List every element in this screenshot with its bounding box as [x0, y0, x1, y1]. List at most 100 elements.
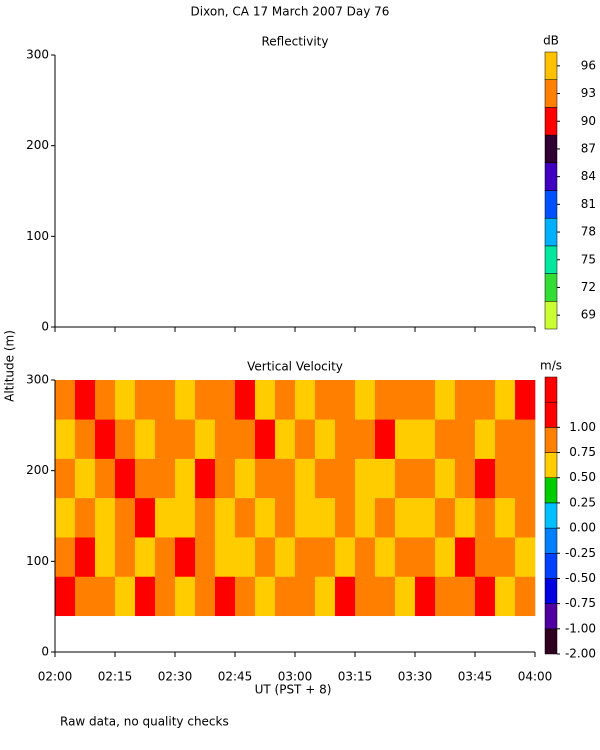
heatmap-cell [75, 537, 96, 577]
heatmap-cell [135, 458, 156, 499]
heatmap-cell [195, 419, 216, 459]
heatmap-cell [175, 458, 196, 499]
heatmap-cell [295, 419, 316, 459]
heatmap-cell [135, 380, 156, 420]
heatmap-cell [55, 537, 76, 577]
heatmap-cell [55, 380, 76, 420]
heatmap-cell [195, 458, 216, 499]
heatmap-cell [435, 380, 456, 420]
heatmap-cell [395, 458, 416, 499]
heatmap-cell [75, 419, 96, 459]
heatmap-cell [315, 458, 336, 499]
heatmap-cell [475, 576, 496, 617]
x-tick-label: 03:30 [398, 670, 433, 684]
colorbar-box [544, 162, 558, 191]
colorbar-box [544, 376, 558, 403]
heatmap-cell [95, 419, 116, 459]
heatmap-cell [255, 537, 276, 577]
heatmap-cell [115, 537, 136, 577]
heatmap-cell [215, 380, 236, 420]
colorbar-label: 96 [581, 58, 596, 72]
y-tick-label: 0 [41, 320, 49, 334]
colorbar-label: 1.00 [569, 420, 596, 434]
colorbar-label: -0.25 [565, 546, 596, 560]
heatmap-cell [435, 576, 456, 617]
heatmap-cell [255, 458, 276, 499]
heatmap-cell [175, 537, 196, 577]
colorbar-box [544, 134, 558, 164]
heatmap-cell [435, 497, 456, 538]
heatmap-cell [175, 419, 196, 459]
heatmap-cell [315, 576, 336, 617]
colorbar-box [544, 190, 558, 219]
y-tick-label: 100 [26, 229, 49, 243]
x-tick-label: 03:00 [278, 670, 313, 684]
colorbar-label: -0.50 [565, 571, 596, 585]
colorbar-label: 0.25 [569, 495, 596, 509]
x-axis-label: UT (PST + 8) [255, 683, 332, 697]
heatmap-cell [515, 380, 536, 420]
heatmap-cell [395, 537, 416, 577]
colorbar-label: 84 [581, 169, 596, 183]
colorbar-label: 0.50 [569, 470, 596, 484]
colorbar-box [544, 301, 558, 330]
heatmap-cell [195, 537, 216, 577]
heatmap-cell [395, 380, 416, 420]
heatmap-cell [255, 419, 276, 459]
heatmap-cell [115, 419, 136, 459]
heatmap-cell [275, 537, 296, 577]
x-tick-label: 02:00 [38, 670, 73, 684]
heatmap-cell [395, 576, 416, 617]
heatmap-cell [155, 419, 176, 459]
x-tick-label: 02:45 [218, 670, 253, 684]
colorbar-box [544, 217, 558, 247]
colorbar-box [544, 578, 558, 604]
heatmap-cell [475, 380, 496, 420]
heatmap-cell [55, 458, 76, 499]
colorbar-label: 87 [581, 141, 596, 155]
heatmap-cell [215, 576, 236, 617]
heatmap-cell [515, 458, 536, 499]
heatmap-cell [115, 497, 136, 538]
heatmap-cell [215, 458, 236, 499]
heatmap-cell [135, 537, 156, 577]
heatmap-cell [175, 380, 196, 420]
heatmap-cell [55, 576, 76, 617]
heatmap-cell [515, 497, 536, 538]
heatmap-cell [255, 497, 276, 538]
heatmap-cell [295, 497, 316, 538]
heatmap-cell [455, 497, 476, 538]
heatmap-cell [475, 458, 496, 499]
heatmap-cell [375, 497, 396, 538]
colorbar-box [544, 245, 558, 274]
heatmap-cell [315, 537, 336, 577]
y-tick-label: 200 [26, 138, 49, 152]
y-tick-label: 100 [26, 554, 49, 568]
heatmap-cell [295, 458, 316, 499]
heatmap-cell [215, 537, 236, 577]
heatmap-cell [415, 497, 436, 538]
colorbar-label: 0.75 [569, 445, 596, 459]
heatmap-cell [415, 419, 436, 459]
heatmap-cell [195, 380, 216, 420]
heatmap-cell [375, 458, 396, 499]
heatmap-cell [495, 497, 516, 538]
heatmap-cell [335, 576, 356, 617]
heatmap-cell [375, 419, 396, 459]
heatmap-cell [75, 458, 96, 499]
heatmap-cell [95, 458, 116, 499]
heatmap-cell [175, 576, 196, 617]
footer-note: Raw data, no quality checks [60, 715, 229, 729]
heatmap-cell [455, 458, 476, 499]
heatmap-cell [375, 380, 396, 420]
heatmap-cell [495, 537, 516, 577]
heatmap-cell [95, 537, 116, 577]
colorbar-label: 81 [581, 197, 596, 211]
heatmap-cell [315, 419, 336, 459]
x-tick-label: 03:45 [458, 670, 493, 684]
heatmap-cell [115, 380, 136, 420]
heatmap-cell [235, 419, 256, 459]
heatmap-cell [495, 380, 516, 420]
